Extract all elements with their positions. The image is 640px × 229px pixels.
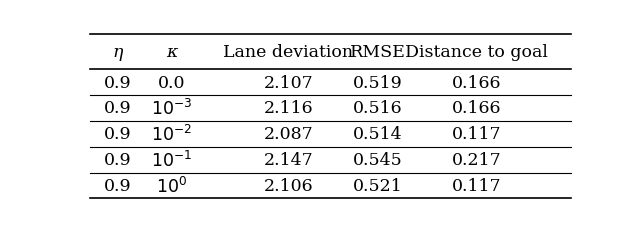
Text: 0.117: 0.117: [452, 177, 502, 194]
Text: 0.516: 0.516: [353, 100, 403, 117]
Text: η: η: [112, 44, 122, 61]
Text: 0.9: 0.9: [104, 74, 131, 91]
Text: 2.107: 2.107: [264, 74, 313, 91]
Text: 0.9: 0.9: [104, 177, 131, 194]
Text: 0.166: 0.166: [452, 100, 502, 117]
Text: 0.519: 0.519: [353, 74, 403, 91]
Text: 2.106: 2.106: [264, 177, 313, 194]
Text: 0.545: 0.545: [353, 151, 403, 168]
Text: 2.087: 2.087: [264, 126, 313, 143]
Text: 0.166: 0.166: [452, 74, 502, 91]
Text: 0.514: 0.514: [353, 126, 403, 143]
Text: $10^{-2}$: $10^{-2}$: [151, 124, 192, 144]
Text: 0.117: 0.117: [452, 126, 502, 143]
Text: $10^{-1}$: $10^{-1}$: [151, 150, 192, 170]
Text: 0.9: 0.9: [104, 151, 131, 168]
Text: Lane deviation: Lane deviation: [223, 44, 353, 61]
Text: Distance to goal: Distance to goal: [405, 44, 548, 61]
Text: RMSE: RMSE: [349, 44, 406, 61]
Text: κ: κ: [166, 44, 177, 61]
Text: 2.147: 2.147: [264, 151, 313, 168]
Text: $10^{-3}$: $10^{-3}$: [151, 98, 193, 118]
Text: 0.9: 0.9: [104, 100, 131, 117]
Text: 0.521: 0.521: [353, 177, 403, 194]
Text: 0.0: 0.0: [158, 74, 186, 91]
Text: 2.116: 2.116: [264, 100, 313, 117]
Text: 0.9: 0.9: [104, 126, 131, 143]
Text: $10^{0}$: $10^{0}$: [156, 176, 188, 196]
Text: 0.217: 0.217: [452, 151, 502, 168]
